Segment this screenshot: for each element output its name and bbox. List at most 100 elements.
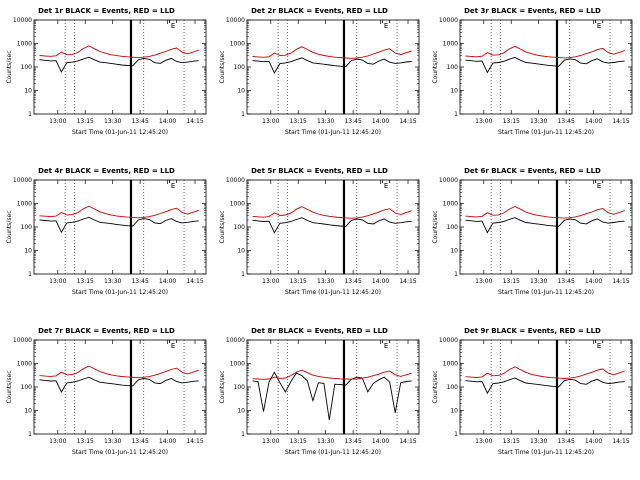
subplot-det-9r: Det 9r BLACK = Events, RED = LLD 1 10 100 1… xyxy=(426,320,639,480)
svg-text:Start Time (01-Jun-11 12:45:20: Start Time (01-Jun-11 12:45:20) xyxy=(498,289,594,296)
svg-text:1000: 1000 xyxy=(442,361,457,368)
svg-text:Start Time (01-Jun-11 12:45:20: Start Time (01-Jun-11 12:45:20) xyxy=(498,129,594,136)
svg-text:10000: 10000 xyxy=(438,17,457,24)
svg-text:E: E xyxy=(596,182,600,190)
svg-text:13:45: 13:45 xyxy=(344,438,361,445)
plot-canvas: 1 10 100 1000 10000 13:00 13:15 13:30 13:45 14:00… xyxy=(219,337,419,456)
svg-text:14:00: 14:00 xyxy=(371,118,388,125)
svg-text:Counts/sec: Counts/sec xyxy=(219,210,226,243)
chart-title: Det 2r BLACK = Events, RED = LLD xyxy=(251,7,388,15)
svg-text:14:00: 14:00 xyxy=(371,278,388,285)
chart-title: Det 4r BLACK = Events, RED = LLD xyxy=(38,167,175,175)
svg-text:13:30: 13:30 xyxy=(317,118,334,125)
subplot-det-3r: Det 3r BLACK = Events, RED = LLD 1 10 100 1… xyxy=(426,0,639,160)
svg-text:14:15: 14:15 xyxy=(186,118,203,125)
subplot-det-7r: Det 7r BLACK = Events, RED = LLD 1 10 100 1… xyxy=(0,320,213,480)
svg-text:100: 100 xyxy=(20,64,32,71)
svg-text:13:45: 13:45 xyxy=(344,118,361,125)
subplot-det-4r: Det 4r BLACK = Events, RED = LLD 1 10 100 1… xyxy=(0,160,213,320)
svg-text:1: 1 xyxy=(28,431,32,438)
svg-text:13:45: 13:45 xyxy=(131,278,148,285)
svg-text:E: E xyxy=(170,342,174,350)
svg-text:10000: 10000 xyxy=(438,337,457,344)
svg-text:10: 10 xyxy=(237,248,245,255)
svg-text:14:00: 14:00 xyxy=(158,438,175,445)
svg-text:Start Time (01-Jun-11 12:45:20: Start Time (01-Jun-11 12:45:20) xyxy=(72,449,168,456)
svg-text:14:15: 14:15 xyxy=(399,438,416,445)
svg-text:Counts/sec: Counts/sec xyxy=(6,370,13,403)
svg-text:Counts/sec: Counts/sec xyxy=(432,210,439,243)
svg-text:1: 1 xyxy=(454,271,458,278)
plot-canvas: 1 10 100 1000 10000 13:00 13:15 13:30 13:45 14:00… xyxy=(6,337,206,456)
svg-text:1000: 1000 xyxy=(16,361,31,368)
svg-text:13:30: 13:30 xyxy=(530,118,547,125)
svg-text:E: E xyxy=(170,182,174,190)
svg-text:14:15: 14:15 xyxy=(612,278,629,285)
svg-text:10: 10 xyxy=(24,88,32,95)
svg-text:1: 1 xyxy=(241,271,245,278)
svg-text:Start Time (01-Jun-11 12:45:20: Start Time (01-Jun-11 12:45:20) xyxy=(285,449,381,456)
svg-text:13:45: 13:45 xyxy=(557,278,574,285)
svg-text:13:00: 13:00 xyxy=(262,278,279,285)
svg-text:10000: 10000 xyxy=(12,337,31,344)
svg-text:Start Time (01-Jun-11 12:45:20: Start Time (01-Jun-11 12:45:20) xyxy=(285,289,381,296)
svg-text:13:00: 13:00 xyxy=(475,438,492,445)
svg-text:Counts/sec: Counts/sec xyxy=(432,370,439,403)
plot-canvas: 1 10 100 1000 10000 13:00 13:15 13:30 13:45 14:00… xyxy=(219,17,419,136)
svg-text:100: 100 xyxy=(20,224,32,231)
svg-text:1: 1 xyxy=(241,431,245,438)
chart-title: Det 8r BLACK = Events, RED = LLD xyxy=(251,327,388,335)
plot-canvas: 1 10 100 1000 10000 13:00 13:15 13:30 13:45 14:00… xyxy=(432,337,632,456)
svg-text:14:15: 14:15 xyxy=(612,438,629,445)
svg-text:13:00: 13:00 xyxy=(262,118,279,125)
svg-text:1000: 1000 xyxy=(16,201,31,208)
svg-text:10000: 10000 xyxy=(225,337,244,344)
svg-text:14:00: 14:00 xyxy=(158,118,175,125)
svg-text:10000: 10000 xyxy=(12,177,31,184)
svg-text:13:45: 13:45 xyxy=(131,438,148,445)
svg-text:13:00: 13:00 xyxy=(49,118,66,125)
svg-text:Start Time (01-Jun-11 12:45:20: Start Time (01-Jun-11 12:45:20) xyxy=(498,449,594,456)
svg-text:10000: 10000 xyxy=(225,17,244,24)
subplot-det-5r: Det 5r BLACK = Events, RED = LLD 1 10 100 1… xyxy=(213,160,426,320)
svg-text:1: 1 xyxy=(241,111,245,118)
svg-text:Counts/sec: Counts/sec xyxy=(6,50,13,83)
svg-text:Start Time (01-Jun-11 12:45:20: Start Time (01-Jun-11 12:45:20) xyxy=(285,129,381,136)
svg-text:13:15: 13:15 xyxy=(76,118,93,125)
chart-title: Det 3r BLACK = Events, RED = LLD xyxy=(464,7,601,15)
chart-title: Det 9r BLACK = Events, RED = LLD xyxy=(464,327,601,335)
svg-text:14:15: 14:15 xyxy=(612,118,629,125)
svg-text:13:15: 13:15 xyxy=(289,438,306,445)
svg-text:14:00: 14:00 xyxy=(584,118,601,125)
svg-text:E: E xyxy=(383,342,387,350)
svg-text:1000: 1000 xyxy=(229,41,244,48)
svg-text:1: 1 xyxy=(454,111,458,118)
svg-text:10: 10 xyxy=(450,88,458,95)
svg-text:14:00: 14:00 xyxy=(158,278,175,285)
svg-text:10: 10 xyxy=(450,408,458,415)
svg-text:14:00: 14:00 xyxy=(371,438,388,445)
svg-text:10000: 10000 xyxy=(12,17,31,24)
svg-text:13:30: 13:30 xyxy=(317,438,334,445)
plot-canvas: 1 10 100 1000 10000 13:00 13:15 13:30 13:45 14:00… xyxy=(432,17,632,136)
svg-text:13:45: 13:45 xyxy=(131,118,148,125)
svg-text:Start Time (01-Jun-11 12:45:20: Start Time (01-Jun-11 12:45:20) xyxy=(72,129,168,136)
svg-text:1000: 1000 xyxy=(229,361,244,368)
svg-text:14:15: 14:15 xyxy=(186,278,203,285)
svg-text:E: E xyxy=(170,22,174,30)
svg-text:1: 1 xyxy=(454,431,458,438)
svg-text:Counts/sec: Counts/sec xyxy=(6,210,13,243)
svg-text:13:30: 13:30 xyxy=(530,438,547,445)
svg-text:10000: 10000 xyxy=(225,177,244,184)
svg-text:13:30: 13:30 xyxy=(104,438,121,445)
svg-text:1: 1 xyxy=(28,271,32,278)
svg-text:100: 100 xyxy=(446,64,458,71)
subplot-det-1r: Det 1r BLACK = Events, RED = LLD 1 10 100 1… xyxy=(0,0,213,160)
svg-text:10: 10 xyxy=(237,408,245,415)
svg-text:E: E xyxy=(383,182,387,190)
svg-text:13:30: 13:30 xyxy=(104,118,121,125)
chart-title: Det 1r BLACK = Events, RED = LLD xyxy=(38,7,175,15)
svg-text:Counts/sec: Counts/sec xyxy=(219,50,226,83)
svg-text:100: 100 xyxy=(20,384,32,391)
